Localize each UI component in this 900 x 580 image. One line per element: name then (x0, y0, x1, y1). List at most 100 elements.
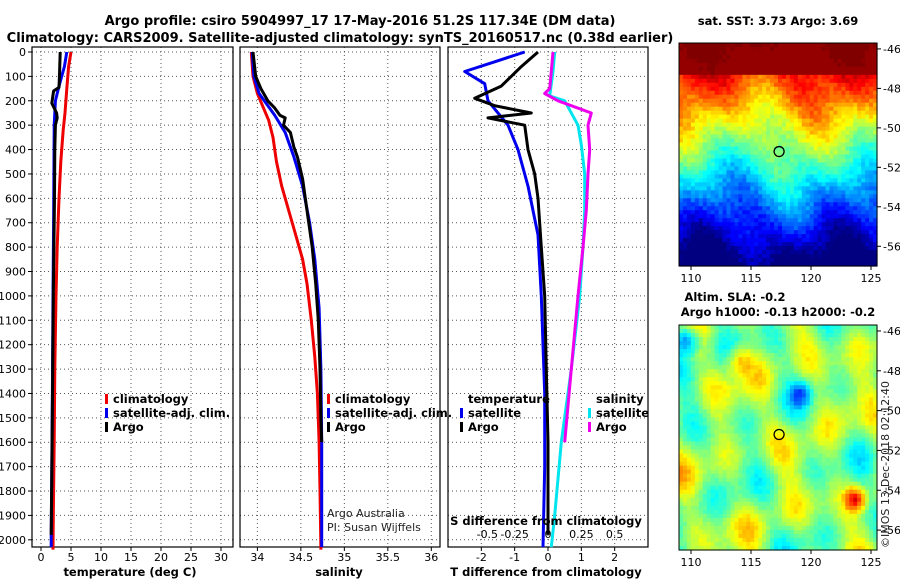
map-cell (710, 393, 716, 398)
map-cell (821, 126, 827, 132)
map-cell (766, 46, 771, 52)
map-cell (825, 98, 831, 104)
map-cell (754, 90, 759, 96)
map-cell (829, 413, 835, 419)
map-cell (726, 477, 732, 483)
map-cell (861, 461, 866, 467)
map-cell (726, 429, 732, 435)
map-cell (710, 170, 716, 176)
map-cell (789, 190, 795, 195)
map-cell (698, 250, 704, 255)
map-cell (750, 413, 755, 419)
map-cell (817, 421, 823, 427)
map-cell (686, 110, 692, 116)
map-cell (714, 409, 720, 414)
y-tick-label: 100 (5, 70, 26, 83)
map-cell (805, 325, 811, 330)
credit-pi: PI: Susan Wijffels (327, 521, 421, 534)
map-cell (738, 206, 743, 211)
map-cell (702, 170, 708, 176)
map-cell (813, 142, 819, 148)
map-cell (722, 50, 728, 56)
map-cell (781, 357, 787, 362)
map-cell (789, 373, 795, 378)
map-cell (774, 198, 779, 203)
map-cell (841, 425, 846, 431)
map-cell (805, 70, 811, 76)
map-cell (785, 254, 791, 259)
map-cell (853, 389, 858, 394)
map-cell (805, 413, 811, 419)
map-cell (754, 242, 759, 247)
map-cell (710, 158, 716, 164)
map-cell (785, 405, 791, 410)
map-cell (702, 230, 708, 235)
map-cell (750, 234, 755, 239)
map-cell (766, 357, 771, 362)
map-cell (829, 449, 835, 455)
map-cell (706, 134, 712, 140)
map-cell (758, 54, 763, 60)
map-cell (805, 43, 811, 48)
map-cell (797, 118, 803, 124)
map-cell (873, 433, 878, 439)
map-cell (853, 469, 858, 475)
map-cell (797, 409, 803, 414)
map-cell (865, 477, 870, 483)
map-cell (734, 222, 739, 227)
map-cell (825, 461, 831, 467)
map-cell (758, 90, 763, 96)
map-cell (869, 46, 874, 52)
map-cell (686, 445, 692, 451)
map-cell (793, 238, 799, 243)
map-cell (853, 146, 858, 152)
map-cell (698, 78, 704, 84)
map-cell (722, 218, 728, 223)
map-cell (793, 206, 799, 211)
map-cell (694, 437, 700, 443)
map-cell (718, 337, 724, 342)
map-cell (766, 465, 771, 471)
map-cell (738, 150, 743, 156)
map-cell (702, 94, 708, 100)
map-cell (686, 369, 692, 374)
map-cell (825, 373, 831, 378)
map-cell (762, 329, 767, 334)
map-cell (686, 218, 692, 223)
map-cell (722, 393, 728, 398)
map-cell (702, 258, 708, 263)
map-cell (718, 325, 724, 330)
map-cell (686, 106, 692, 112)
map-cell (698, 238, 704, 243)
map-cell (829, 182, 835, 187)
map-cell (718, 198, 724, 203)
map-cell (837, 345, 842, 350)
map-cell (742, 453, 747, 459)
map-cell (793, 361, 799, 366)
map-cell (738, 337, 743, 342)
map-cell (865, 43, 870, 48)
map-cell (679, 397, 684, 402)
map-cell (770, 130, 775, 136)
map-cell (873, 389, 878, 394)
map-cell (682, 62, 688, 68)
map-cell (710, 397, 716, 402)
map-cell (829, 154, 835, 160)
map-cell (857, 46, 862, 52)
map-cell (833, 242, 838, 247)
map-cell (861, 429, 866, 435)
map-cell (722, 258, 728, 263)
map-cell (694, 43, 700, 48)
map-cell (679, 425, 684, 431)
map-cell (809, 377, 815, 382)
map-cell (722, 337, 728, 342)
map-cell (789, 86, 795, 92)
map-cell (793, 349, 799, 354)
map-cell (801, 222, 807, 227)
map-cell (797, 441, 803, 447)
map-cell (778, 333, 783, 338)
map-cell (825, 417, 831, 423)
map-cell (825, 405, 831, 410)
map-cell (686, 353, 692, 358)
map-cell (781, 377, 787, 382)
